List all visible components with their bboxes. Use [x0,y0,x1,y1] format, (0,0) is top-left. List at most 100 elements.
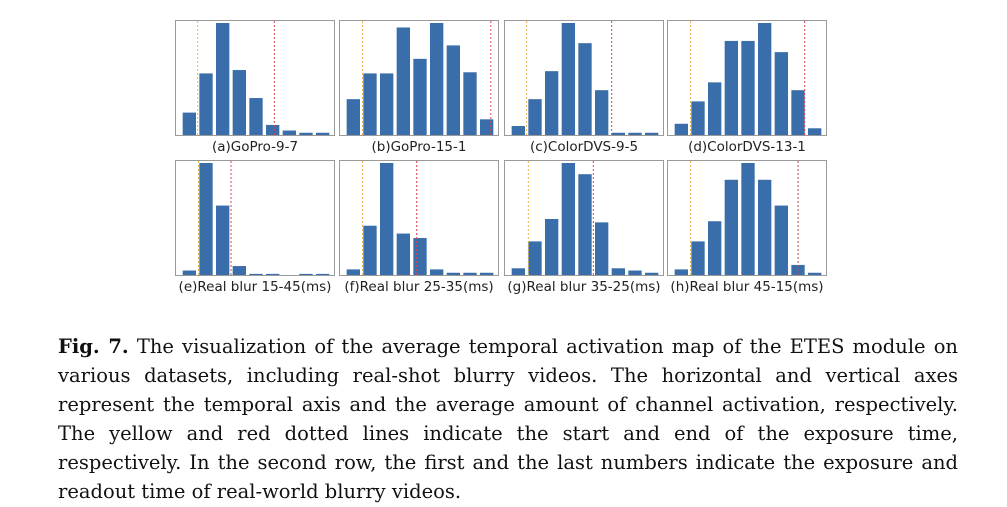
bar [480,272,494,275]
plot-frame [175,20,335,136]
bar [463,272,477,275]
bar [299,273,313,275]
histogram-chart [339,160,499,276]
histogram-chart [175,160,335,276]
bar [578,174,592,275]
bar [674,123,688,135]
bar [545,71,559,135]
bar [480,119,494,135]
bar [346,269,360,275]
panel-h: (h)Real blur 45-15(ms) [667,160,827,295]
plot-frame [667,160,827,276]
panel-g: (g)Real blur 35-25(ms) [504,160,664,295]
bar [396,27,410,136]
bar [691,241,705,275]
bar [216,23,230,135]
caption-label: Fig. 7. [58,335,129,358]
bar [724,179,738,275]
bar [758,179,772,275]
bar [724,40,738,135]
bar [249,273,263,275]
bar [758,23,772,135]
bar [430,23,444,135]
bar [232,70,246,135]
panel-label: (e)Real blur 15-45(ms) [178,279,332,295]
bar [645,132,659,135]
histogram-chart [667,20,827,136]
plot-frame [175,160,335,276]
bar [413,58,427,136]
panel-label: (b)GoPro-15-1 [371,139,467,155]
bar [545,219,559,275]
bar [316,132,330,135]
bar [645,272,659,275]
bar [282,130,296,135]
bar [708,82,722,135]
panel-label: (a)GoPro-9-7 [211,139,299,155]
caption-text: The visualization of the average tempora… [58,335,958,503]
bar [396,233,410,275]
plot-frame [504,20,664,136]
bar [511,268,525,275]
plot-frame [339,160,499,276]
bar [182,270,196,275]
bar [595,222,609,275]
panel-label: (d)ColorDVS-13-1 [688,139,806,155]
bar [299,132,313,135]
bar [578,43,592,135]
bar [249,98,263,135]
bar [511,126,525,135]
bar [216,205,230,275]
panel-label: (f)Real blur 25-35(ms) [344,279,494,295]
panel-d: (d)ColorDVS-13-1 [667,20,827,155]
bar [528,99,542,135]
histogram-chart [504,20,664,136]
panel-label: (c)ColorDVS-9-5 [529,139,639,155]
bar [446,45,460,135]
bar [413,238,427,275]
panel-f: (f)Real blur 25-35(ms) [339,160,499,295]
panel-label: (h)Real blur 45-15(ms) [670,279,824,295]
bar [182,112,196,135]
bar [199,163,213,275]
bar [528,241,542,275]
bar [741,40,755,135]
histogram-chart [175,20,335,136]
panel-b: (b)GoPro-15-1 [339,20,499,155]
histogram-chart [667,160,827,276]
bar [446,272,460,275]
bar [808,272,822,275]
bar [561,23,575,135]
bar [808,128,822,135]
bar [363,73,377,135]
histogram-chart [339,20,499,136]
bar [595,90,609,135]
bar [741,163,755,275]
bar [380,163,394,275]
histogram-chart [504,160,664,276]
bar [628,132,642,135]
bar [561,163,575,275]
plot-frame [339,20,499,136]
bar [674,269,688,275]
figure-panels: (a)GoPro-9-7 (b)GoPro-15-1 (c)ColorDVS-9-5… [175,20,827,295]
panel-a: (a)GoPro-9-7 [175,20,335,155]
panel-c: (c)ColorDVS-9-5 [504,20,664,155]
bar [266,273,280,275]
bar [266,124,280,135]
bar [611,132,625,135]
bar [316,273,330,275]
bar [430,269,444,275]
bar [363,225,377,275]
figure-caption: Fig. 7. The visualization of the average… [58,332,958,506]
bar [708,221,722,275]
bar [232,266,246,275]
panel-e: (e)Real blur 15-45(ms) [175,160,335,295]
bar [463,72,477,135]
bar [628,270,642,275]
bar [774,52,788,136]
bar [774,205,788,275]
bar [791,90,805,135]
panel-label: (g)Real blur 35-25(ms) [507,279,661,295]
bar [199,73,213,135]
